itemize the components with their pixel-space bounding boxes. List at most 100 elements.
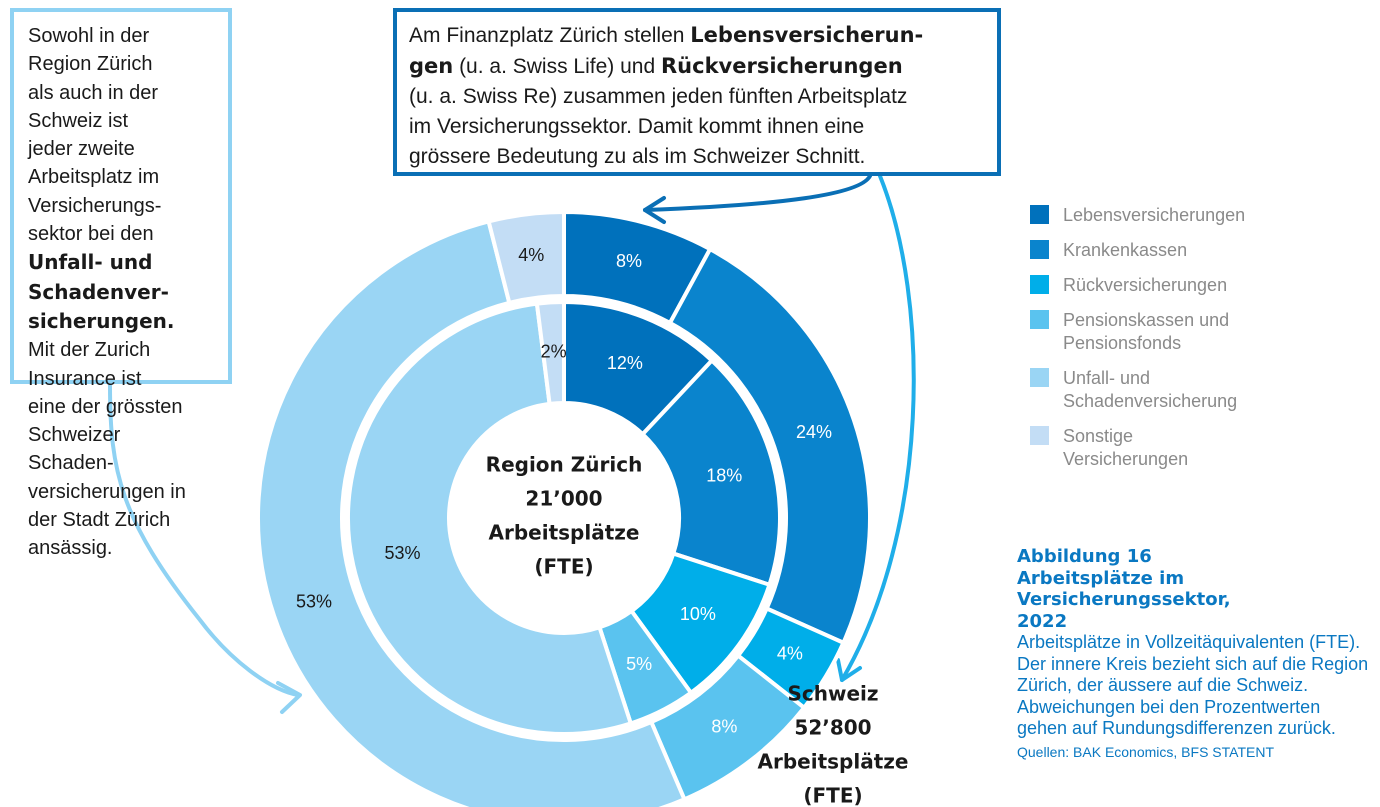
legend-item: Pensionskassen und Pensionsfonds: [1030, 309, 1360, 355]
annotation: Am Finanzplatz Zürich stellen Lebensvers…: [393, 8, 1001, 176]
data-label: 24%: [796, 422, 832, 442]
legend-label: Rückversicherungen: [1063, 275, 1228, 295]
annotation-line: im Versicherungssektor. Damit kommt ihne…: [409, 112, 997, 142]
annotation-text: Arbeitsplatz im: [28, 166, 160, 189]
annotation-line: ansässig.: [28, 534, 228, 562]
data-label: 4%: [518, 245, 544, 265]
annotation-bold: Lebensversicherun-: [690, 23, 924, 47]
note: Der innere Kreis bezieht sich auf die Re…: [1017, 653, 1369, 739]
annotation-line: Schadenver-: [28, 278, 228, 307]
legend: Lebensversicherungen Krankenkassen Rückver…: [1030, 204, 1360, 483]
annotation-bold: gen: [409, 54, 454, 78]
annotation-text: als auch in der: [28, 81, 159, 104]
annotation-text: ansässig.: [28, 537, 113, 560]
ring-label: 52’800: [794, 716, 871, 740]
annotation-bold: Schadenver-: [28, 279, 169, 304]
annotation-text: Schweiz ist: [28, 109, 129, 132]
data-label: 10%: [680, 604, 716, 624]
data-label: 18%: [706, 466, 742, 486]
legend-swatch: [1030, 368, 1049, 387]
annotation-bold: sicherungen.: [28, 308, 175, 333]
legend-label: Krankenkassen: [1063, 240, 1188, 260]
annotation-text: im Versicherungssektor. Damit kommt ihne…: [409, 115, 865, 138]
annotation-text: Versicherungs-: [28, 194, 162, 217]
annotation-line: eine der grössten: [28, 393, 228, 421]
data-label: 8%: [616, 251, 642, 271]
arrow: [643, 174, 872, 212]
legend-swatch: [1030, 205, 1049, 224]
legend-label: Unfall- und Schadenversicherung: [1063, 368, 1238, 411]
legend-swatch: [1030, 426, 1049, 445]
annotation-line: Schaden-: [28, 449, 228, 477]
annotation-text: Sowohl in der: [28, 25, 150, 47]
center-label: Arbeitsplätze: [489, 521, 640, 545]
annotation-line: Schweiz ist: [28, 107, 228, 135]
annotation-line: Region Zürich: [28, 50, 228, 78]
annotation-text: Am Finanzplatz Zürich stellen: [409, 24, 691, 47]
legend-swatch: [1030, 310, 1049, 329]
ring-label: Arbeitsplätze: [758, 750, 909, 774]
arrow: [840, 174, 916, 682]
arrow-head: [276, 681, 302, 714]
source: Quellen: BAK Economics, BFS STATENT: [1017, 743, 1275, 760]
wedge: [534, 299, 566, 407]
legend-item: Krankenkassen: [1030, 239, 1360, 262]
annotation-text: Insurance ist: [28, 367, 142, 390]
wedge: [639, 357, 782, 588]
data-label: 2%: [541, 342, 567, 362]
center-label: 21’000: [525, 487, 602, 511]
legend-label: Sonstige Versicherungen: [1063, 426, 1189, 469]
annotation-line: als auch in der: [28, 79, 228, 107]
annotation-line: Insurance ist: [28, 365, 228, 393]
data-label: 5%: [626, 654, 652, 674]
subtitle: Arbeitsplätze in Vollzeitäquivalenten (F…: [1017, 632, 1361, 652]
data-label: 53%: [384, 543, 420, 563]
annotation-line: Sowohl in der: [28, 22, 228, 50]
legend-label: Pensionskassen und Pensionsfonds: [1063, 310, 1230, 353]
center-label: Region Zürich: [486, 453, 643, 477]
arrows: [108, 174, 916, 714]
annotation-text: eine der grössten: [28, 395, 183, 418]
annotation-bold: Unfall- und: [28, 250, 153, 275]
annotation-text: Schweizer: [28, 424, 121, 447]
chart-title: Arbeitsplätze im Versicherungssektor, 20…: [1017, 567, 1231, 632]
caption: Abbildung 16 Arbeitsplätze im Versicheru…: [1017, 546, 1369, 763]
annotation-text: sektor bei den: [28, 223, 154, 246]
arrow-head: [643, 196, 666, 224]
legend-item: Unfall- und Schadenversicherung: [1030, 367, 1360, 413]
annotation-line: grössere Bedeutung zu als im Schweizer S…: [409, 142, 997, 172]
annotation-line: jeder zweite: [28, 135, 228, 163]
ring-label: Schweiz: [787, 682, 878, 706]
annotation-text: Region Zürich: [28, 53, 153, 76]
arrow-head: [836, 658, 862, 682]
annotation-line: Mit der Zurich: [28, 336, 228, 364]
annotation-text: der Stadt Zürich: [28, 509, 171, 532]
data-label: 53%: [296, 591, 332, 611]
legend-item: Lebensversicherungen: [1030, 204, 1360, 227]
annotation-line: Arbeitsplatz im: [28, 163, 228, 191]
annotation-line: Unfall- und: [28, 248, 228, 277]
annotation-line: gen (u. a. Swiss Life) und Rückversicher…: [409, 51, 997, 82]
data-label: 4%: [777, 643, 803, 663]
annotation: Sowohl in der Region Zürich als auch in de…: [10, 8, 232, 559]
annotation-line: Versicherungs-: [28, 192, 228, 220]
ring-gap: [342, 296, 786, 740]
center-label: (FTE): [534, 555, 593, 579]
annotation-text: (u. a. Swiss Life) und: [453, 55, 661, 78]
annotation-text: versicherungen in: [28, 480, 186, 503]
annotation-line: (u. a. Swiss Re) zusammen jeden fünften …: [409, 82, 997, 112]
annotation-text: Schaden-: [28, 452, 114, 475]
annotation-line: versicherungen in: [28, 478, 228, 506]
figure-label: Abbildung 16: [1017, 546, 1152, 567]
annotation-line: sicherungen.: [28, 307, 228, 336]
legend-item: Sonstige Versicherungen: [1030, 425, 1360, 471]
annotation-text: Mit der Zurich: [28, 339, 151, 362]
ring-label: (FTE): [803, 784, 862, 807]
wedge: [346, 301, 634, 736]
legend-label: Lebensversicherungen: [1063, 205, 1246, 225]
annotation-text: grössere Bedeutung zu als im Schweizer S…: [409, 145, 866, 168]
annotation-bold: Rückversicherungen: [661, 54, 903, 78]
annotation-line: der Stadt Zürich: [28, 506, 228, 534]
